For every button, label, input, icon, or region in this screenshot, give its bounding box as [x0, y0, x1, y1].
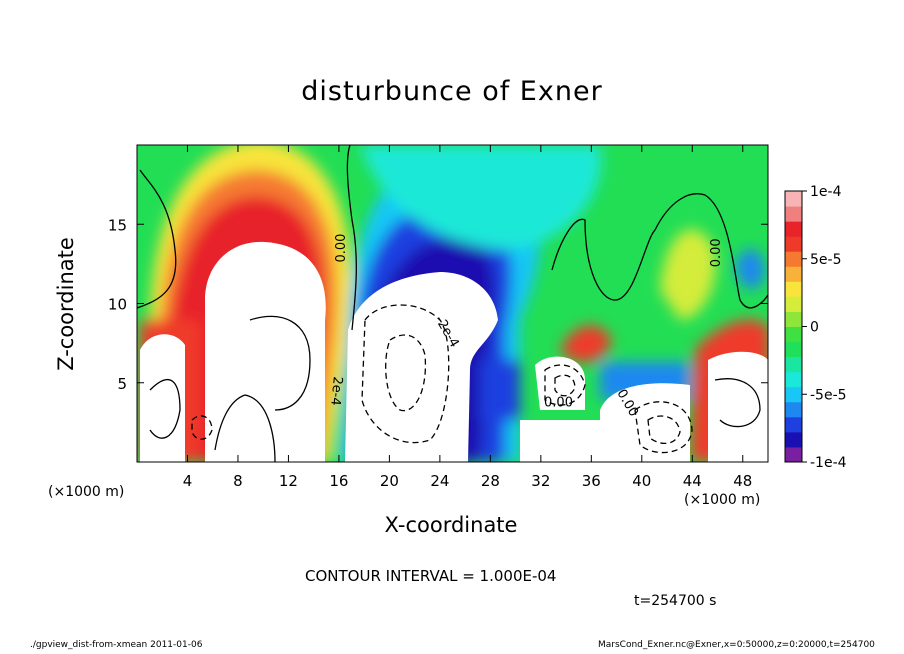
x-axis-label: X-coordinate: [384, 513, 518, 537]
x-tick-label: 20: [380, 472, 399, 490]
x-tick-label: 48: [733, 472, 752, 490]
colorbar-tick-label: 5e-5: [810, 252, 841, 268]
x-tick-label: 16: [329, 472, 348, 490]
contour-label: 2e-4: [327, 376, 344, 406]
y-axis-label: Z-coordinate: [54, 237, 78, 371]
colorbar-tick-label: -5e-5: [810, 387, 847, 403]
colorbar-swatch: [785, 281, 802, 297]
x-tick-label: 4: [183, 472, 193, 490]
colorbar-swatch: [785, 311, 802, 327]
colorbar-swatch: [785, 371, 802, 388]
colorbar-swatch: [785, 221, 802, 237]
colorbar-tick-label: 1e-4: [810, 184, 842, 200]
footer-file-info: MarsCond_Exner.nc@Exner,x=0:50000,z=0:20…: [598, 640, 875, 650]
contour-label: 0.00: [709, 238, 724, 267]
colorbar-swatch: [785, 446, 802, 463]
y-tick-label: 10: [108, 296, 127, 314]
colorbar-swatch: [785, 236, 802, 252]
colorbar-swatch: [785, 251, 802, 267]
x-tick-label: 8: [233, 472, 243, 490]
x-unit-right: (×1000 m): [684, 492, 761, 508]
contour-label: 0.00: [544, 396, 573, 411]
colorbar-swatch: [785, 326, 802, 343]
colorbar-swatch: [785, 296, 802, 312]
colorbar-swatch: [785, 341, 802, 358]
x-tick-label: 24: [430, 472, 449, 490]
colorbar-swatch: [785, 416, 802, 433]
y-tick-label: 5: [117, 375, 127, 393]
contour-label: 0.00: [334, 234, 349, 263]
colorbar-swatch: [785, 206, 802, 222]
x-unit-left: (×1000 m): [48, 484, 125, 500]
y-tick-label: 15: [108, 216, 127, 234]
colorbar-tick-label: -1e-4: [810, 455, 847, 471]
colorbar-swatch: [785, 431, 802, 448]
time-label: t=254700 s: [634, 593, 717, 609]
x-tick-label: 40: [632, 472, 651, 490]
footer-script-name: ./gpview_dist-from-xmean 2011-01-06: [30, 640, 203, 650]
colorbar-swatch: [785, 191, 802, 207]
contour-interval: CONTOUR INTERVAL = 1.000E-04: [305, 567, 557, 585]
x-tick-label: 32: [531, 472, 550, 490]
x-tick-label: 28: [481, 472, 500, 490]
colorbar: 1e-4 5e-5 0 -5e-5 -1e-4: [784, 184, 847, 471]
chart-title: disturbunce of Exner: [301, 76, 603, 107]
x-tick-label: 12: [279, 472, 298, 490]
exner-field: 0.00 0.00-2e-42e-4 0.00 0.00: [137, 145, 768, 462]
x-tick-label: 44: [683, 472, 702, 490]
colorbar-swatch: [785, 356, 802, 373]
colorbar-tick-label: 0: [810, 320, 819, 336]
colorbar-swatch: [785, 266, 802, 282]
colorbar-swatch: [785, 401, 802, 418]
colorbar-swatch: [785, 386, 802, 403]
x-tick-label: 36: [582, 472, 601, 490]
